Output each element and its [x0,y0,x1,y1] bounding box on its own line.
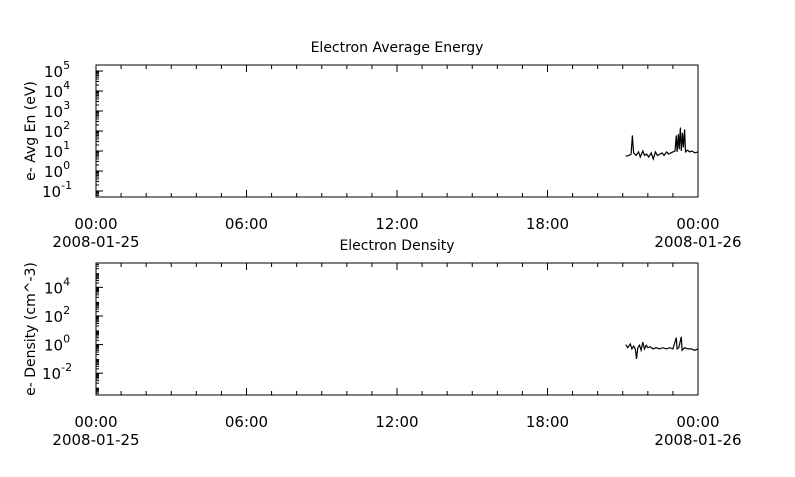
energy-panel: Electron Average Energy e- Avg En (eV) 1… [23,40,742,251]
density-x-tick-label: 00:00 [74,413,117,431]
density-title: Electron Density [339,238,454,254]
density-x-date-label: 2008-01-26 [654,431,741,449]
density-x-tick-label: 06:00 [225,413,268,431]
energy-series-group [625,127,699,161]
energy-y-tick-label: 10-1 [42,179,72,201]
density-series-group [625,336,699,359]
energy-x-tick-label: 00:00 [74,215,117,233]
energy-ylabel: e- Avg En (eV) [23,81,39,181]
density-plot-frame [95,262,699,396]
energy-plot-frame [95,64,699,198]
density-series-line [625,336,699,359]
energy-x-date-label: 2008-01-26 [654,233,741,251]
density-x-tick-label: 12:00 [375,413,418,431]
energy-title: Electron Average Energy [311,40,484,56]
energy-x-date-label: 2008-01-25 [52,233,139,251]
energy-x-tick-label: 18:00 [526,215,569,233]
density-x-tick-label: 00:00 [676,413,719,431]
energy-y-tick-label: 100 [44,159,70,181]
density-panel: Electron Density e- Density (cm^-3) 1041… [23,238,742,449]
density-y-tick-label: 10-2 [42,361,72,383]
energy-series-line [625,127,699,161]
density-y-tick-label: 102 [44,304,70,326]
density-y-tick-label: 104 [44,275,70,297]
energy-y-tick-label: 103 [44,99,70,121]
energy-y-tick-label: 101 [44,139,70,161]
energy-y-tick-label: 105 [44,59,70,81]
density-y-axis: 104 102 100 10-2 [42,262,103,396]
density-y-tick-label: 100 [44,333,70,355]
density-x-tick-label: 18:00 [526,413,569,431]
energy-y-tick-label: 104 [44,79,70,101]
energy-x-tick-label: 12:00 [375,215,418,233]
density-x-date-label: 2008-01-25 [52,431,139,449]
energy-x-tick-label: 06:00 [225,215,268,233]
energy-x-tick-label: 00:00 [676,215,719,233]
density-ylabel: e- Density (cm^-3) [23,262,39,396]
energy-y-tick-label: 102 [44,119,70,141]
